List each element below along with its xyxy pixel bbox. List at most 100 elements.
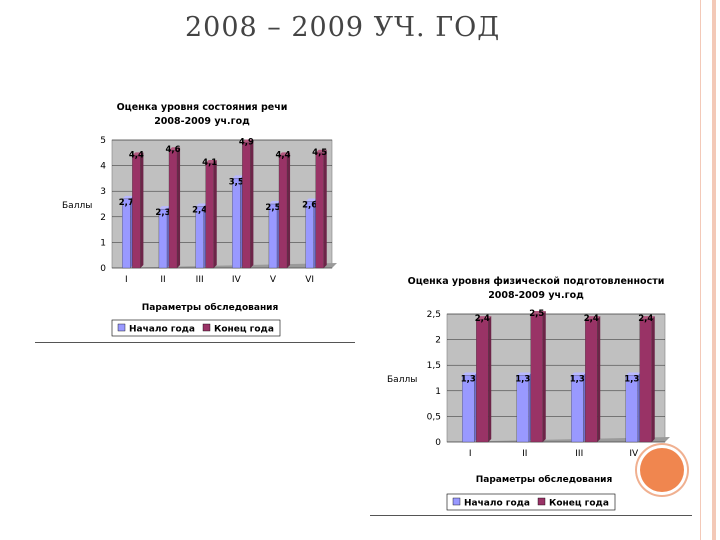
bar — [205, 162, 214, 269]
bar — [242, 142, 251, 269]
x-axis-label: Параметры обследования — [142, 302, 279, 313]
bar — [158, 208, 168, 269]
bar-data-label: 1,3 — [515, 374, 530, 384]
bar-top — [195, 203, 207, 207]
bar-data-label: 2,4 — [638, 314, 653, 324]
bar-data-label: 4,5 — [312, 148, 327, 158]
slide-title: 2008 – 2009 УЧ. ГОД — [185, 12, 501, 43]
bar-side — [323, 149, 327, 268]
legend-swatch — [452, 497, 461, 506]
bar-top — [516, 372, 532, 376]
bar-side — [213, 160, 217, 268]
bar-data-label: 2,7 — [119, 198, 134, 208]
x-tick-label: I — [469, 449, 472, 459]
bar-side — [542, 311, 546, 442]
bar — [571, 375, 584, 443]
bar-data-label: 4,6 — [166, 145, 181, 155]
bar-top — [476, 316, 492, 320]
bar-data-label: 3,5 — [229, 177, 244, 187]
legend-swatch — [537, 497, 546, 506]
bar-data-label: 1,3 — [461, 374, 476, 384]
y-tick-label: 0,5 — [427, 412, 441, 422]
bar-top — [585, 316, 601, 320]
bar — [585, 318, 598, 443]
y-tick-label: 3 — [100, 187, 106, 197]
bar — [305, 201, 314, 269]
bar — [132, 155, 141, 269]
plot-floor — [447, 437, 670, 442]
legend-label: Начало года — [464, 499, 530, 509]
bar — [639, 318, 652, 443]
x-tick-label: III — [196, 275, 204, 285]
bar — [315, 152, 324, 269]
bar-top — [279, 152, 291, 156]
y-tick-label: 0 — [100, 264, 106, 274]
chart-title: Оценка уровня состояния речи — [117, 102, 288, 113]
bar-top — [158, 206, 170, 210]
bar-top — [232, 175, 244, 179]
x-tick-label: IV — [232, 275, 242, 285]
bar — [122, 198, 131, 269]
bar — [625, 375, 638, 443]
y-tick-label: 4 — [100, 162, 106, 172]
bar-side — [177, 147, 181, 268]
plot-area — [111, 139, 333, 269]
bar-data-label: 4,4 — [276, 150, 291, 160]
bar-side — [651, 316, 655, 442]
y-tick-label: 1 — [100, 238, 106, 248]
bar-top — [462, 372, 478, 376]
x-tick-label: III — [575, 449, 583, 459]
left-divider-line — [35, 342, 355, 343]
legend-label: Конец года — [214, 325, 274, 335]
y-tick-label: 2 — [435, 336, 441, 346]
bar-top — [242, 139, 254, 143]
x-tick-label: V — [270, 275, 277, 285]
legend-label: Конец года — [549, 499, 609, 509]
bar-data-label: 4,1 — [202, 158, 217, 168]
orange-circle-ornament — [640, 448, 684, 492]
bar-side — [597, 316, 601, 442]
legend-swatch — [117, 323, 126, 332]
bar — [516, 375, 529, 443]
bar-side — [250, 139, 254, 268]
bar — [530, 313, 543, 443]
slide-inner-border — [700, 0, 701, 540]
bar-top — [305, 198, 317, 202]
bar — [195, 206, 204, 269]
x-tick-label: I — [125, 275, 128, 285]
bar — [476, 318, 489, 443]
bar-top — [205, 160, 217, 164]
bar-data-label: 2,5 — [265, 203, 280, 213]
right-divider-line — [370, 515, 692, 516]
y-axis-label: Баллы — [387, 375, 417, 385]
speech-chart: Оценка уровня состояния речи 2008-2009 уч… — [62, 102, 337, 337]
x-axis-label: Параметры обследования — [476, 474, 613, 485]
x-tick-label: IV — [629, 449, 639, 459]
legend-swatch — [202, 323, 211, 332]
x-tick-label: VI — [305, 275, 314, 285]
y-tick-label: 2,5 — [427, 310, 441, 320]
bar — [268, 203, 278, 269]
bar — [168, 150, 178, 269]
y-tick-label: 2 — [100, 213, 106, 223]
bar-side — [488, 316, 492, 442]
bar — [462, 375, 475, 443]
bar-side — [287, 152, 291, 268]
bar-data-label: 4,9 — [239, 138, 254, 148]
chart-title: Оценка уровня физической подготовленност… — [408, 276, 665, 287]
bar-data-label: 4,4 — [129, 150, 144, 160]
bar-data-label: 2,4 — [475, 314, 490, 324]
y-tick-label: 0 — [435, 438, 441, 448]
x-tick-label: II — [160, 275, 165, 285]
y-axis-label: Баллы — [62, 201, 92, 211]
bar-side — [140, 152, 144, 268]
bar-data-label: 1,3 — [570, 374, 585, 384]
bar-top — [571, 372, 587, 376]
bar-data-label: 2,4 — [192, 206, 207, 216]
bar-data-label: 2,5 — [529, 309, 544, 319]
legend-box — [446, 493, 616, 511]
bar-data-label: 1,3 — [624, 374, 639, 384]
x-tick-label: II — [522, 449, 527, 459]
bar — [232, 178, 241, 269]
bar-data-label: 2,6 — [302, 200, 317, 210]
